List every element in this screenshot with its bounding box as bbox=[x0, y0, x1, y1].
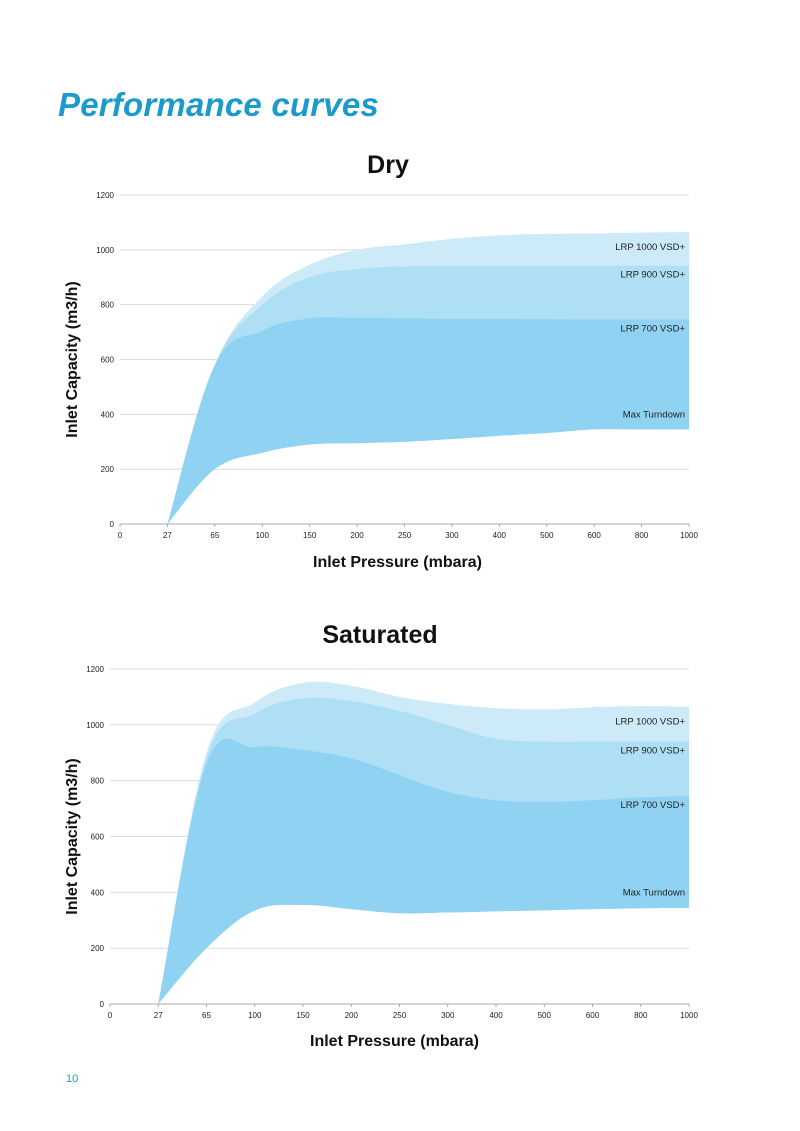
dry-y-tick-200: 200 bbox=[101, 465, 115, 474]
dry-x-tick-250: 250 bbox=[398, 531, 412, 540]
dry-x-tick-1000: 1000 bbox=[680, 531, 698, 540]
saturated-label-lrp-900-vsd: LRP 900 VSD+ bbox=[620, 746, 685, 757]
dry-y-tick-0: 0 bbox=[110, 520, 115, 529]
saturated-y-tick-600: 600 bbox=[91, 833, 105, 842]
saturated-y-tick-0: 0 bbox=[100, 1000, 105, 1009]
dry-y-tick-600: 600 bbox=[101, 356, 115, 365]
saturated-y-axis-title: Inlet Capacity (m3/h) bbox=[64, 758, 81, 914]
dry-x-tick-500: 500 bbox=[540, 531, 554, 540]
dry-x-tick-65: 65 bbox=[210, 531, 219, 540]
saturated-x-tick-600: 600 bbox=[586, 1011, 600, 1020]
saturated-y-tick-1200: 1200 bbox=[86, 665, 104, 674]
saturated-y-tick-1000: 1000 bbox=[86, 721, 104, 730]
saturated-x-tick-800: 800 bbox=[634, 1011, 648, 1020]
dry-x-tick-200: 200 bbox=[350, 531, 364, 540]
saturated-x-tick-27: 27 bbox=[154, 1011, 163, 1020]
saturated-x-tick-65: 65 bbox=[202, 1011, 211, 1020]
saturated-chart-title: Saturated bbox=[322, 621, 437, 649]
dry-band-lrp-700-vsd bbox=[167, 317, 689, 524]
dry-y-axis-title: Inlet Capacity (m3/h) bbox=[64, 281, 81, 437]
saturated-label-max-turndown: Max Turndown bbox=[623, 888, 685, 899]
saturated-x-tick-150: 150 bbox=[296, 1011, 310, 1020]
dry-x-tick-300: 300 bbox=[445, 531, 459, 540]
dry-x-tick-400: 400 bbox=[493, 531, 507, 540]
saturated-label-lrp-700-vsd: LRP 700 VSD+ bbox=[620, 800, 685, 811]
dry-label-lrp-700-vsd: LRP 700 VSD+ bbox=[620, 323, 685, 334]
dry-x-tick-100: 100 bbox=[256, 531, 270, 540]
dry-x-tick-600: 600 bbox=[587, 531, 601, 540]
saturated-band-lrp-700-vsd bbox=[158, 738, 689, 1004]
page-number: 10 bbox=[66, 1073, 79, 1085]
dry-y-tick-1000: 1000 bbox=[96, 246, 114, 255]
saturated-x-tick-500: 500 bbox=[538, 1011, 552, 1020]
dry-label-lrp-900-vsd: LRP 900 VSD+ bbox=[620, 270, 685, 281]
saturated-label-lrp-1000-vsd: LRP 1000 VSD+ bbox=[615, 717, 685, 728]
saturated-y-tick-800: 800 bbox=[91, 777, 105, 786]
dry-y-tick-800: 800 bbox=[101, 301, 115, 310]
dry-x-tick-27: 27 bbox=[163, 531, 172, 540]
saturated-x-tick-300: 300 bbox=[441, 1011, 455, 1020]
dry-label-lrp-1000-vsd: LRP 1000 VSD+ bbox=[615, 242, 685, 253]
dry-chart-title: Dry bbox=[367, 151, 409, 179]
saturated-x-tick-250: 250 bbox=[393, 1011, 407, 1020]
dry-y-tick-1200: 1200 bbox=[96, 191, 114, 200]
dry-x-tick-800: 800 bbox=[635, 531, 649, 540]
dry-label-max-turndown: Max Turndown bbox=[623, 409, 685, 420]
saturated-x-tick-200: 200 bbox=[345, 1011, 359, 1020]
saturated-x-tick-400: 400 bbox=[489, 1011, 503, 1020]
saturated-x-tick-1000: 1000 bbox=[680, 1011, 698, 1020]
saturated-x-axis-title: Inlet Pressure (mbara) bbox=[310, 1033, 479, 1050]
dry-x-tick-0: 0 bbox=[118, 531, 123, 540]
dry-y-tick-400: 400 bbox=[101, 410, 115, 419]
saturated-y-tick-200: 200 bbox=[91, 944, 105, 953]
saturated-x-tick-100: 100 bbox=[248, 1011, 262, 1020]
page-title: Performance curves bbox=[58, 86, 379, 123]
saturated-x-tick-0: 0 bbox=[108, 1011, 113, 1020]
saturated-y-tick-400: 400 bbox=[91, 888, 105, 897]
dry-x-axis-title: Inlet Pressure (mbara) bbox=[313, 554, 482, 571]
dry-x-tick-150: 150 bbox=[303, 531, 317, 540]
